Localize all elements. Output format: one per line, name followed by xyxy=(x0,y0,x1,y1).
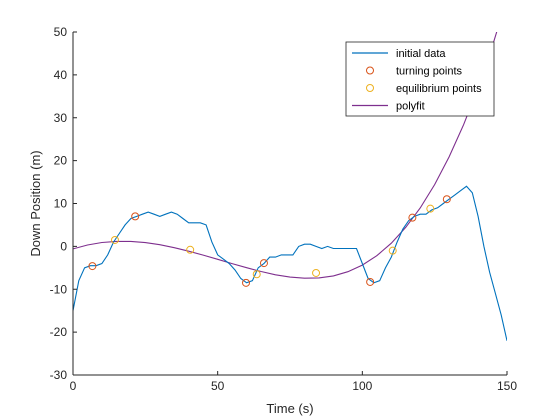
y-tick-label: 20 xyxy=(54,154,68,168)
y-tick-label: 0 xyxy=(60,239,67,253)
x-tick-label: 100 xyxy=(352,379,372,393)
y-tick-label: 50 xyxy=(54,25,68,39)
point-turning-points xyxy=(88,262,97,271)
y-tick-label: 30 xyxy=(54,111,68,125)
series-layer xyxy=(73,32,507,341)
x-tick-label: 50 xyxy=(211,379,225,393)
y-tick-label: -10 xyxy=(50,282,68,296)
x-ticks: 0 50 100 150 xyxy=(70,371,517,393)
point-turning-points xyxy=(242,278,251,287)
y-ticks: -30 -20 -10 0 10 20 30 40 50 xyxy=(50,25,77,382)
y-tick-label: -30 xyxy=(50,368,68,382)
point-equilibrium-points xyxy=(252,270,261,279)
legend-swatch-marker xyxy=(366,66,374,75)
point-turning-points xyxy=(442,195,451,204)
legend-label: polyfit xyxy=(396,101,425,113)
point-turning-points xyxy=(131,212,140,221)
x-tick-label: 0 xyxy=(70,379,77,393)
y-tick-label: 10 xyxy=(54,197,68,211)
y-axis-label: Down Position (m) xyxy=(28,150,43,256)
legend: initial data turning points equilibrium po… xyxy=(345,41,495,117)
series-line-initial-data xyxy=(73,185,507,341)
x-tick-label: 150 xyxy=(497,379,517,393)
point-equilibrium-points xyxy=(110,235,119,244)
legend-box xyxy=(345,41,495,117)
y-tick-label: 40 xyxy=(54,68,68,82)
legend-label: initial data xyxy=(396,48,446,60)
series-line-polyfit xyxy=(73,32,498,279)
point-equilibrium-points xyxy=(186,245,195,254)
legend-label: turning points xyxy=(396,66,463,78)
legend-swatch-marker xyxy=(366,84,374,92)
y-tick-label: -20 xyxy=(50,325,68,339)
point-turning-points xyxy=(259,259,268,268)
x-axis-label: Time (s) xyxy=(266,401,313,416)
point-turning-points xyxy=(366,277,375,286)
point-equilibrium-points xyxy=(312,268,321,277)
legend-label: equilibrium points xyxy=(396,83,482,95)
point-equilibrium-points xyxy=(426,204,435,213)
point-turning-points xyxy=(408,213,417,222)
point-equilibrium-points xyxy=(388,246,397,255)
